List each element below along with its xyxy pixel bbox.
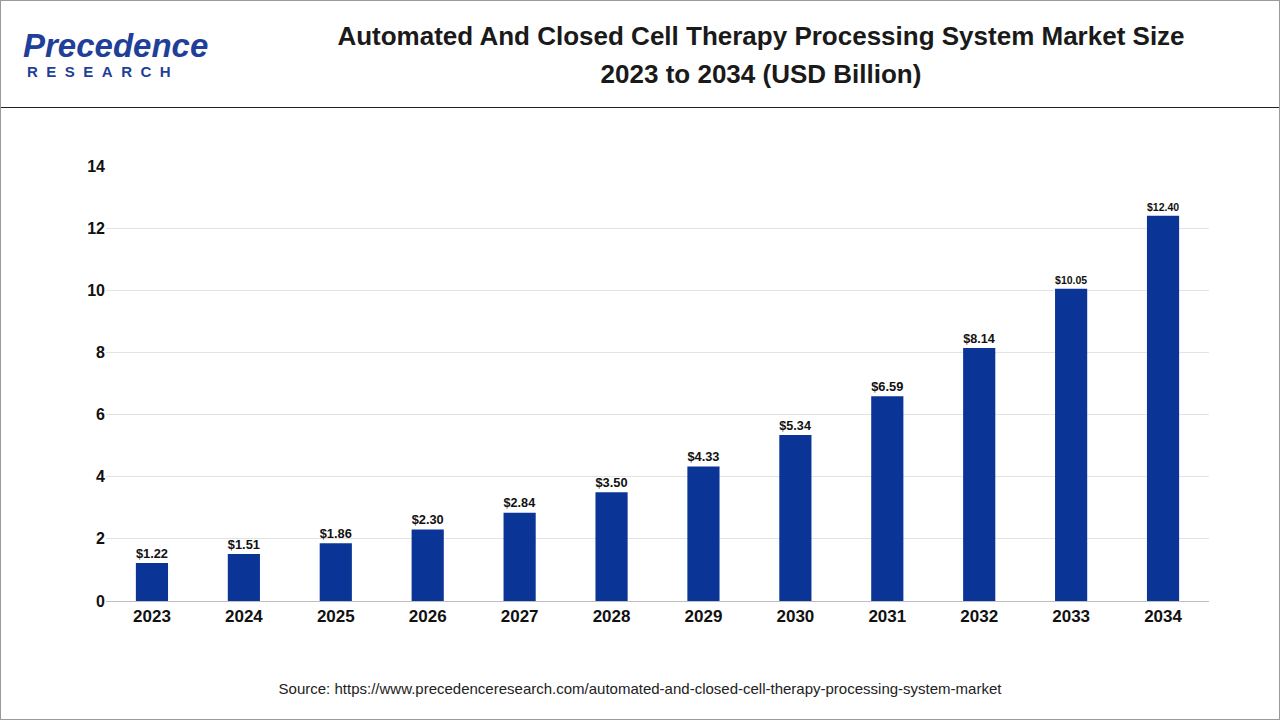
svg-text:2028: 2028: [593, 607, 631, 626]
svg-text:0: 0: [96, 593, 105, 610]
svg-text:2032: 2032: [960, 607, 998, 626]
svg-text:$2.30: $2.30: [412, 512, 444, 527]
svg-text:2023: 2023: [133, 607, 171, 626]
html-text:Source: https://www.precedence: Source: https://www.precedenceresearch.c…: [278, 680, 1002, 697]
svg-text:$4.33: $4.33: [687, 449, 719, 464]
svg-text:10: 10: [87, 282, 105, 299]
svg-text:$12.40: $12.40: [1147, 201, 1179, 213]
html-text:RESEARCH: RESEARCH: [27, 63, 180, 80]
svg-text:2024: 2024: [225, 607, 263, 626]
svg-text:$1.86: $1.86: [320, 526, 352, 541]
svg-text:14: 14: [87, 158, 105, 175]
svg-text:8: 8: [96, 344, 105, 361]
svg-text:$3.50: $3.50: [595, 475, 627, 490]
svg-text:$6.59: $6.59: [871, 379, 903, 394]
html-text:Automated And Closed Cell Ther: Automated And Closed Cell Therapy Proces…: [337, 21, 1185, 89]
svg-text:12: 12: [87, 220, 105, 237]
svg-text:6: 6: [96, 406, 105, 423]
svg-text:$1.22: $1.22: [136, 546, 168, 561]
svg-text:2029: 2029: [685, 607, 723, 626]
svg-text:$1.51: $1.51: [228, 537, 260, 552]
svg-text:2: 2: [96, 530, 105, 547]
svg-text:4: 4: [96, 468, 105, 485]
svg-text:$2.84: $2.84: [504, 496, 536, 510]
svg-text:$10.05: $10.05: [1055, 274, 1087, 286]
html-text:Precedence: Precedence: [23, 27, 209, 64]
svg-text:2033: 2033: [1052, 607, 1090, 626]
svg-text:2027: 2027: [501, 607, 539, 626]
svg-text:2030: 2030: [776, 607, 814, 626]
svg-text:$8.14: $8.14: [963, 332, 995, 346]
svg-text:2025: 2025: [317, 607, 355, 626]
svg-text:$5.34: $5.34: [779, 419, 811, 433]
svg-text:2034: 2034: [1144, 607, 1182, 626]
svg-text:2031: 2031: [868, 607, 906, 626]
svg-text:2026: 2026: [409, 607, 447, 626]
